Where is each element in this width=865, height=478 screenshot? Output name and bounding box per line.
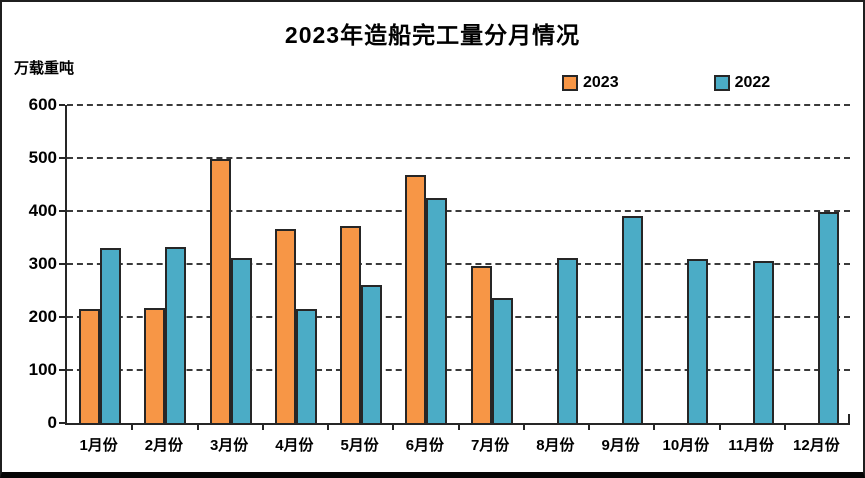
bar-2023-4月份 (275, 229, 296, 423)
y-tick-label-0: 0 (47, 413, 57, 432)
x-category-label-12月份: 12月份 (793, 437, 840, 454)
x-axis-tick-3 (262, 423, 264, 430)
x-axis-tick-4 (327, 423, 329, 430)
legend-label: 2022 (734, 74, 771, 91)
x-axis-tick-8 (588, 423, 590, 430)
gridline-400 (67, 210, 850, 212)
x-axis-tick-10 (719, 423, 721, 430)
x-category-label-8月份: 8月份 (536, 437, 575, 454)
bar-2022-5月份 (361, 285, 382, 423)
y-axis-tick-300 (59, 263, 65, 265)
plot-area (59, 104, 850, 430)
y-axis-tick-500 (59, 157, 65, 159)
bar-2023-7月份 (471, 266, 492, 423)
y-tick-label-100: 100 (28, 360, 57, 379)
x-category-label-1月份: 1月份 (79, 437, 118, 454)
bar-2022-7月份 (492, 298, 513, 423)
y-axis-tick-600 (59, 104, 65, 106)
legend-swatch-2023 (562, 75, 578, 91)
bar-2022-8月份 (557, 258, 578, 423)
x-category-label-11月份: 11月份 (728, 437, 775, 454)
bar-2022-10月份 (687, 259, 708, 423)
x-category-label-3月份: 3月份 (209, 437, 249, 454)
x-category-label-9月份: 9月份 (601, 437, 640, 454)
x-axis-category-labels: 1月份 2月份 3月份 4月份 5月份 6月份 7月份 8月份 9月份 10月份 11月份 12月份 (66, 434, 849, 456)
x-axis-tick-1 (131, 423, 133, 430)
gridline-100 (67, 369, 850, 371)
x-category-label-7月份: 7月份 (470, 437, 510, 454)
bar-2023-2月份 (144, 308, 165, 423)
bar-2022-3月份 (231, 258, 252, 423)
x-axis-tick-5 (392, 423, 394, 430)
bar-2023-5月份 (340, 226, 361, 423)
y-axis-tick-400 (59, 210, 65, 212)
x-axis-tick-2 (197, 423, 199, 430)
y-tick-label-500: 500 (28, 148, 57, 167)
gridline-600 (67, 104, 850, 106)
bar-2022-11月份 (753, 261, 774, 423)
y-tick-label-600: 600 (28, 95, 57, 114)
x-axis-tick-7 (523, 423, 525, 430)
x-category-label-5月份: 5月份 (340, 437, 379, 454)
y-axis-unit-label: 万载重吨 (14, 60, 75, 77)
y-axis-tick-0 (59, 422, 65, 424)
y-tick-label-200: 200 (28, 307, 57, 326)
y-tick-label-300: 300 (28, 254, 57, 273)
legend-swatch-2022 (713, 75, 730, 91)
y-axis-tick-100 (59, 369, 65, 371)
x-axis-tick-9 (653, 423, 655, 430)
legend-item-2023: 2023 (562, 75, 619, 91)
chart-legend: 2023 2022 (562, 73, 770, 93)
bar-2022-2月份 (165, 247, 186, 423)
bar-2022-1月份 (100, 248, 121, 423)
gridline-500 (67, 157, 850, 159)
bar-2023-3月份 (210, 159, 231, 423)
x-category-label-6月份: 6月份 (405, 437, 445, 454)
x-category-label-4月份: 4月份 (275, 437, 314, 454)
y-axis-tick-200 (59, 316, 65, 318)
x-category-label-2月份: 2月份 (144, 437, 184, 454)
chart-title: 2023年造船完工量分月情况 (284, 22, 581, 48)
y-axis-tick-labels: 0 100 200 300 400 500 600 (2, 96, 57, 432)
x-category-label-10月份: 10月份 (662, 437, 710, 454)
legend-label: 2023 (583, 74, 619, 91)
gridline-200 (67, 316, 850, 318)
bar-2022-12月份 (818, 212, 839, 423)
bar-2022-4月份 (296, 309, 317, 423)
gridline-300 (67, 263, 850, 265)
x-axis-tick-11 (784, 423, 786, 430)
bar-2022-9月份 (622, 216, 643, 423)
bar-2023-1月份 (79, 309, 100, 423)
y-tick-label-400: 400 (28, 201, 57, 220)
bar-2022-6月份 (426, 198, 447, 423)
bar-2023-6月份 (405, 175, 426, 423)
legend-item-2022: 2022 (713, 74, 771, 91)
x-axis-right-end-tick (848, 414, 850, 423)
x-axis-tick-6 (458, 423, 460, 430)
